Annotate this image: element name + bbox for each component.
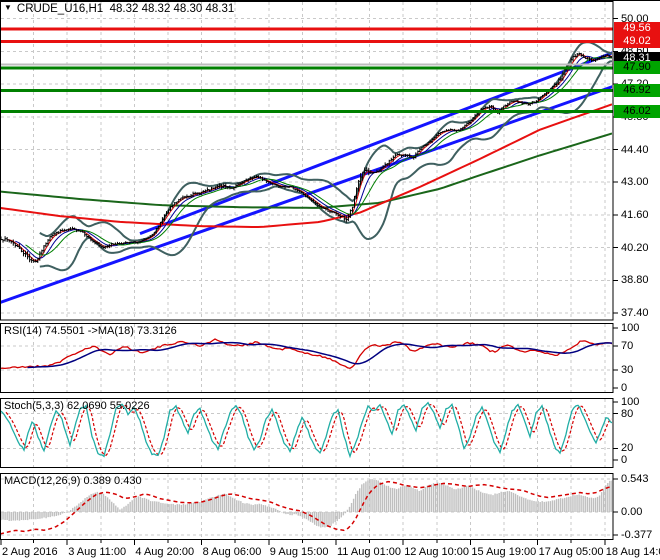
time-scale-label: 17 Aug 05:00 (538, 546, 604, 558)
price-scale-label: 37.40 (621, 307, 649, 320)
price-scale-label: 43.00 (621, 176, 649, 189)
stoch-scale-label: 80 (621, 407, 634, 420)
rsi-indicator-label: RSI(14) 74.5501 ->MA(18) 73.3126 (4, 325, 177, 337)
price-scale-label: 40.20 (621, 241, 649, 254)
price-scale-label: 38.80 (621, 274, 649, 287)
time-scale-label: 18 Aug 14:00 (605, 546, 660, 558)
time-scale-label: 2 Aug 2016 (2, 546, 58, 558)
rsi-scale-label: 0 (621, 382, 628, 394)
macd-indicator-label: MACD(12,26,9) 0.389 0.430 (4, 475, 142, 487)
fast-ma-green (25, 57, 612, 256)
stoch-scale-label: 20 (621, 442, 634, 455)
panel-borders (0, 1, 618, 545)
price-bars[interactable] (0, 52, 613, 264)
support-resistance-levels[interactable] (1, 27, 613, 114)
stoch-k-line (1, 401, 612, 459)
macd-signal-line (1, 480, 612, 535)
rsi-scale-label: 70 (621, 340, 634, 352)
level-price-badge: 47.90 (614, 61, 660, 75)
time-scale-label: 15 Aug 19:00 (471, 546, 537, 558)
slow-ma-green (1, 132, 612, 209)
rsi-ma-line (27, 341, 612, 369)
rsi-scale-label: 30 (621, 364, 634, 376)
time-scale-label: 11 Aug 01:00 (337, 546, 402, 558)
macd-scale-label: -0.377 (621, 529, 653, 541)
time-scale-label: 3 Aug 11:00 (68, 546, 127, 558)
fast-ma-red (7, 54, 612, 262)
macd-scale-label: 0.543 (621, 473, 649, 485)
level-price-badge: 46.02 (614, 105, 660, 119)
price-scale-label: 50.00 (621, 12, 649, 25)
price-scale-label: 44.40 (621, 143, 649, 156)
macd-histogram (1, 479, 612, 528)
stoch-d-line (5, 404, 612, 457)
time-scale-label: 9 Aug 15:00 (269, 546, 329, 558)
bollinger-lower (39, 60, 612, 272)
ohlc-readout: 48.32 48.32 48.30 48.31 (109, 3, 235, 15)
slow-ma-red (1, 103, 612, 229)
channel-upper[interactable] (139, 51, 613, 236)
time-scale-label: 4 Aug 20:00 (135, 546, 195, 558)
price-scale-label: 41.60 (621, 208, 649, 221)
bollinger-upper (39, 41, 612, 242)
level-price-badge: 49.02 (614, 35, 660, 49)
symbol-period-title: CRUDE_U16,H1 (16, 3, 104, 15)
rsi-scale-label: 100 (621, 322, 640, 334)
time-scale-label: 12 Aug 10:00 (404, 546, 470, 558)
chart-title-bar: ▼ CRUDE_U16,H1 48.32 48.32 48.30 48.31 (4, 3, 234, 15)
level-price-badge: 49.56 (614, 22, 660, 36)
time-scale-label: 8 Aug 06:00 (202, 546, 262, 558)
fast-ma-navy (15, 55, 612, 259)
stoch-scale-label: 100 (621, 396, 640, 408)
stochastic-indicator-label: Stoch(5,3,3) 62.0690 55.0226 (4, 400, 150, 412)
symbol-dropdown-icon[interactable]: ▼ (4, 3, 12, 12)
rsi-line (1, 338, 612, 370)
stoch-scale-label: 0 (621, 454, 628, 466)
level-price-badge: 46.92 (614, 84, 660, 98)
macd-scale-label: 0.00 (621, 506, 643, 519)
